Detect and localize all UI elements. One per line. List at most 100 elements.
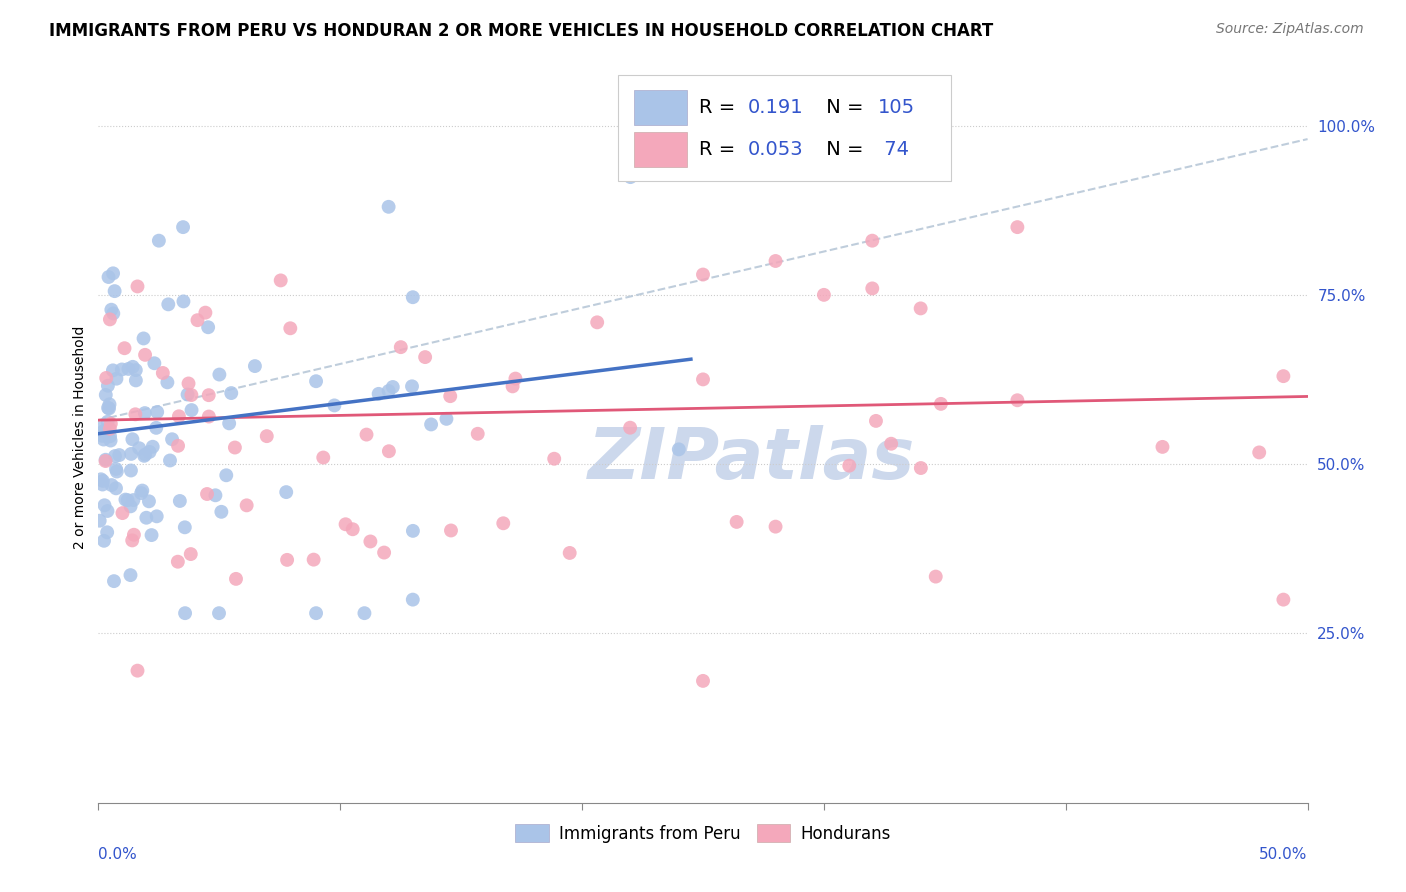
Point <box>502 379 524 393</box>
Point <box>105 462 128 476</box>
Point <box>121 533 143 548</box>
Point <box>1272 592 1295 607</box>
Point <box>141 528 163 542</box>
Point <box>93 424 115 438</box>
Point <box>101 363 124 377</box>
Point <box>93 533 115 548</box>
Point <box>104 284 127 298</box>
Point <box>111 506 134 520</box>
Point <box>197 388 219 402</box>
Point <box>377 200 399 214</box>
Point <box>353 606 375 620</box>
Point <box>114 492 136 507</box>
Text: Source: ZipAtlas.com: Source: ZipAtlas.com <box>1216 22 1364 37</box>
Point <box>105 481 128 495</box>
Point <box>96 525 118 540</box>
Point <box>101 266 124 280</box>
Point <box>195 487 218 501</box>
Point <box>176 387 198 401</box>
Point <box>305 606 328 620</box>
Point <box>156 376 179 390</box>
Point <box>127 664 149 678</box>
Point <box>1007 220 1029 235</box>
Point <box>94 425 117 439</box>
Text: N =: N = <box>820 140 870 159</box>
Point <box>122 527 145 541</box>
Text: 105: 105 <box>879 98 915 117</box>
Text: ZIPatlas: ZIPatlas <box>588 425 915 493</box>
Point <box>765 519 787 533</box>
Point <box>218 417 240 431</box>
Point <box>619 139 641 153</box>
Point <box>146 405 169 419</box>
Point <box>209 505 232 519</box>
Point <box>125 363 148 377</box>
Point <box>98 401 121 416</box>
Point <box>401 379 423 393</box>
Point <box>167 409 190 424</box>
Point <box>138 445 160 459</box>
Point <box>134 448 156 462</box>
Point <box>1272 369 1295 384</box>
Point <box>413 350 436 364</box>
Point <box>194 306 217 320</box>
Point <box>134 348 156 362</box>
Point <box>105 465 128 479</box>
Point <box>860 281 883 295</box>
Point <box>98 429 121 443</box>
Point <box>103 574 125 588</box>
Point <box>98 397 121 411</box>
Point <box>381 380 404 394</box>
Point <box>219 386 242 401</box>
Point <box>186 313 208 327</box>
Point <box>197 320 219 334</box>
Legend: Immigrants from Peru, Hondurans: Immigrants from Peru, Hondurans <box>509 818 897 849</box>
Point <box>180 547 202 561</box>
Point <box>152 366 174 380</box>
Point <box>1007 393 1029 408</box>
Point <box>359 534 381 549</box>
Point <box>104 449 127 463</box>
Point <box>586 315 609 329</box>
Point <box>378 444 401 458</box>
Point <box>692 372 714 386</box>
Point <box>145 421 167 435</box>
Point <box>335 517 357 532</box>
Point <box>125 373 148 387</box>
Point <box>91 429 114 443</box>
Point <box>97 415 120 429</box>
Point <box>100 417 122 431</box>
Point <box>97 270 120 285</box>
Point <box>1152 440 1174 454</box>
Point <box>100 478 122 492</box>
Point <box>143 356 166 370</box>
Point <box>121 432 143 446</box>
Y-axis label: 2 or more Vehicles in Household: 2 or more Vehicles in Household <box>73 326 87 549</box>
Point <box>103 306 125 320</box>
Point <box>97 378 120 392</box>
Point <box>120 463 142 477</box>
Point <box>1249 445 1271 459</box>
Point <box>860 234 883 248</box>
Point <box>134 406 156 420</box>
Point <box>91 474 114 488</box>
Point <box>198 409 221 424</box>
Point <box>121 359 143 374</box>
Point <box>100 302 122 317</box>
Point <box>94 388 117 402</box>
Point <box>377 384 399 398</box>
Point <box>765 254 787 268</box>
Point <box>208 606 231 620</box>
Point <box>204 488 226 502</box>
Point <box>169 494 191 508</box>
Point <box>256 429 278 443</box>
Point <box>243 359 266 373</box>
Point <box>439 389 461 403</box>
Point <box>159 453 181 467</box>
Point <box>157 297 180 311</box>
Point <box>692 268 714 282</box>
Point <box>208 368 231 382</box>
Point <box>124 407 146 421</box>
Point <box>127 279 149 293</box>
Point <box>90 472 112 486</box>
